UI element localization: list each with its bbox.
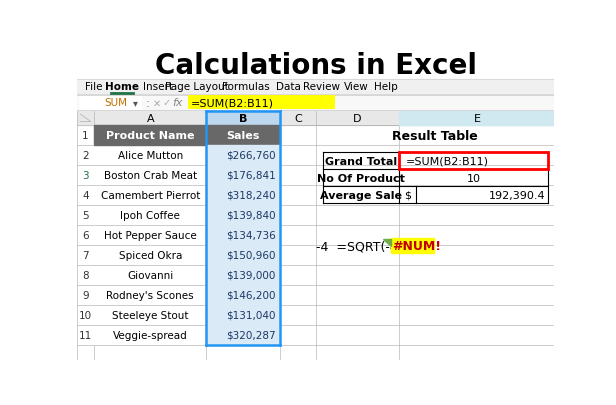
Text: Help: Help	[373, 82, 397, 92]
Bar	[399, 153, 548, 170]
Text: 10: 10	[79, 310, 92, 320]
Text: C: C	[294, 113, 302, 124]
Text: File: File	[85, 82, 103, 92]
Bar	[94, 205, 280, 225]
Bar	[94, 126, 280, 145]
Text: Spiced Okra: Spiced Okra	[118, 250, 182, 260]
Bar	[77, 79, 554, 95]
Bar	[206, 265, 280, 285]
Text: Ipoh Coffee: Ipoh Coffee	[120, 210, 180, 220]
Text: Product Name: Product Name	[106, 130, 195, 141]
Bar	[94, 285, 280, 305]
Text: D: D	[354, 113, 362, 124]
Text: $320,287: $320,287	[226, 330, 275, 340]
Text: 9: 9	[82, 290, 89, 300]
Text: #NUM!: #NUM!	[392, 239, 442, 252]
Text: Page Layout: Page Layout	[165, 82, 229, 92]
Text: 1: 1	[82, 130, 89, 141]
Text: Rodney's Scones: Rodney's Scones	[107, 290, 194, 300]
Text: 7: 7	[82, 250, 89, 260]
Bar	[77, 96, 554, 111]
Text: B: B	[239, 113, 248, 124]
Text: View: View	[344, 82, 368, 92]
Text: ✓: ✓	[163, 98, 171, 108]
Text: :: :	[145, 97, 150, 110]
Text: Formulas: Formulas	[222, 82, 270, 92]
Bar	[94, 165, 280, 185]
Bar	[79, 97, 141, 109]
Text: $134,736: $134,736	[225, 230, 275, 240]
Bar	[206, 285, 280, 305]
Bar	[206, 112, 280, 126]
Text: Grand Total: Grand Total	[325, 156, 397, 166]
Text: 2: 2	[82, 150, 89, 160]
Bar	[206, 185, 280, 205]
Text: Veggie-spread: Veggie-spread	[113, 330, 188, 340]
Bar	[206, 225, 280, 245]
Text: Average Sale: Average Sale	[320, 190, 402, 200]
Text: ✕: ✕	[153, 98, 161, 108]
Bar	[206, 325, 280, 345]
Text: 11: 11	[79, 330, 92, 340]
Bar	[94, 245, 280, 265]
Bar	[206, 305, 280, 325]
Text: No Of Product: No Of Product	[317, 173, 405, 183]
Bar	[94, 145, 280, 165]
Bar	[94, 305, 280, 325]
Bar	[94, 265, 280, 285]
Bar	[391, 238, 434, 254]
Text: Hot Pepper Sauce: Hot Pepper Sauce	[104, 230, 197, 240]
Bar	[77, 112, 554, 126]
Text: 3: 3	[82, 171, 89, 180]
Text: $266,760: $266,760	[226, 150, 275, 160]
Text: fx: fx	[172, 98, 183, 108]
Text: Insert: Insert	[144, 82, 173, 92]
Bar	[206, 205, 280, 225]
Text: 8: 8	[82, 270, 89, 280]
Text: $131,040: $131,040	[226, 310, 275, 320]
Text: Calculations in Excel: Calculations in Excel	[155, 51, 477, 79]
Text: Camembert Pierrot: Camembert Pierrot	[100, 190, 200, 200]
Bar	[94, 185, 280, 205]
Text: =SUM(B2:B11): =SUM(B2:B11)	[191, 98, 274, 108]
Text: Home: Home	[105, 82, 139, 92]
Text: 4: 4	[82, 190, 89, 200]
Text: $139,000: $139,000	[226, 270, 275, 280]
Bar	[206, 165, 280, 185]
Text: Review: Review	[304, 82, 341, 92]
Text: Steeleye Stout: Steeleye Stout	[112, 310, 188, 320]
Text: $150,960: $150,960	[226, 250, 275, 260]
Bar	[94, 225, 280, 245]
Text: A: A	[147, 113, 154, 124]
Text: 192,390.4: 192,390.4	[488, 190, 545, 200]
Text: SUM: SUM	[104, 98, 127, 108]
Bar	[206, 245, 280, 265]
Text: ▾: ▾	[134, 98, 139, 108]
Text: 10: 10	[467, 173, 481, 183]
Text: $146,200: $146,200	[226, 290, 275, 300]
Text: 6: 6	[82, 230, 89, 240]
Bar	[399, 112, 554, 126]
Text: Giovanni: Giovanni	[127, 270, 173, 280]
Text: $139,840: $139,840	[226, 210, 275, 220]
Text: -4  =SQRT(-4): -4 =SQRT(-4)	[316, 239, 402, 252]
Text: Alice Mutton: Alice Mutton	[118, 150, 183, 160]
Text: Data: Data	[276, 82, 301, 92]
Text: Boston Crab Meat: Boston Crab Meat	[103, 171, 197, 180]
Text: Result Table: Result Table	[392, 130, 478, 143]
Polygon shape	[383, 239, 391, 247]
Text: $: $	[405, 190, 411, 200]
Text: =SUM(B2:B11): =SUM(B2:B11)	[405, 156, 488, 166]
Text: $318,240: $318,240	[226, 190, 275, 200]
Bar	[206, 145, 280, 165]
Text: 5: 5	[82, 210, 89, 220]
Text: $176,841: $176,841	[225, 171, 275, 180]
Bar	[94, 325, 280, 345]
Bar	[188, 96, 335, 110]
Text: E: E	[474, 113, 480, 124]
Text: Sales: Sales	[227, 130, 260, 141]
